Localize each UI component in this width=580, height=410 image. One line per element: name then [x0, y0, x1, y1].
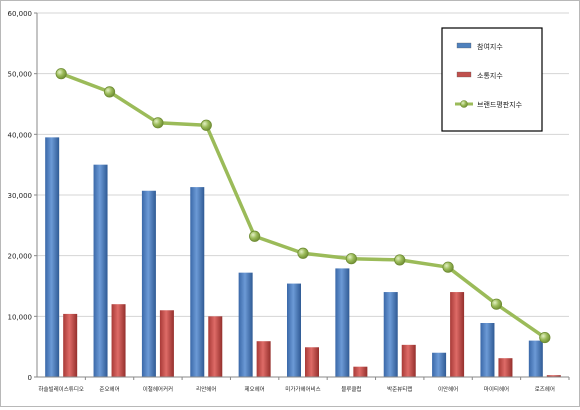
bar-communication [450, 292, 465, 377]
line-point [490, 298, 503, 310]
x-tick-label: 하슬빌레이스튜디오 [38, 385, 84, 393]
x-tick-label: 이안헤어 [438, 385, 458, 393]
x-tick-label: 미가가헤어비스 [285, 385, 320, 393]
y-tick-label: 30,000 [8, 192, 33, 200]
bar-communication [498, 358, 513, 377]
bar-participation [238, 272, 253, 377]
line-point [55, 68, 67, 80]
legend-swatch [456, 71, 472, 78]
bar-participation [141, 190, 156, 377]
x-tick-label: 제오헤어 [245, 385, 265, 393]
bar-participation [383, 292, 398, 377]
y-tick-label: 10,000 [8, 313, 33, 321]
legend-label: 브랜드평판지수 [477, 100, 523, 109]
x-tick-label: 블루클럽 [341, 385, 361, 393]
y-tick-label: 50,000 [8, 71, 33, 79]
line-point [539, 331, 551, 344]
line-point [103, 86, 116, 98]
legend-marker [460, 100, 468, 108]
bar-participation [93, 164, 108, 377]
legend-swatch [456, 42, 472, 49]
bar-communication [353, 366, 368, 377]
bar-communication [546, 375, 561, 377]
x-tick-label: 준오헤어 [99, 385, 119, 393]
line-series-group [55, 68, 551, 344]
legend-label: 참여지수 [477, 42, 503, 51]
y-tick-label: 20,000 [8, 253, 33, 261]
bar-communication [256, 341, 271, 377]
y-tick-label: 0 [28, 374, 32, 382]
grid-lines [37, 12, 569, 317]
bar-participation [528, 340, 543, 377]
x-tick-label: 리안헤어 [196, 385, 216, 393]
line-point [152, 117, 164, 129]
bar-participation [45, 137, 60, 377]
bar-participation [335, 268, 350, 377]
bar-communication [63, 313, 78, 377]
line-point [442, 261, 454, 273]
y-tick-label: 60,000 [8, 10, 33, 18]
x-tick-label: 로즈헤어 [535, 385, 555, 393]
line-point [200, 119, 212, 131]
y-tick-label: 40,000 [8, 131, 33, 139]
x-axis: 하슬빌레이스튜디오 준오헤어 이철헤어커커 리안헤어 제오헤어 미가가헤어비스 블루클럽 박준… [37, 376, 570, 393]
bar-participation [287, 283, 301, 377]
legend-label: 소통지수 [477, 71, 503, 80]
bars-group [45, 137, 561, 377]
line-point [249, 230, 261, 242]
bar-communication [401, 344, 416, 377]
line-point [394, 254, 406, 266]
bar-participation [190, 187, 205, 377]
bar-participation [432, 352, 447, 377]
bar-communication [208, 316, 223, 377]
bar-communication [159, 310, 174, 377]
x-tick-label: 마이티헤어 [484, 385, 509, 393]
y-axis: 0 10,000 20,000 30,000 40,000 50,000 60,000 [8, 10, 38, 382]
line-point [345, 253, 357, 265]
x-tick-label: 박준뷰티랩 [387, 385, 412, 393]
bar-participation [480, 323, 495, 377]
bar-communication [111, 304, 126, 377]
line-point [297, 247, 309, 259]
x-tick-label: 이철헤어커커 [143, 385, 173, 393]
bar-communication [305, 347, 319, 377]
